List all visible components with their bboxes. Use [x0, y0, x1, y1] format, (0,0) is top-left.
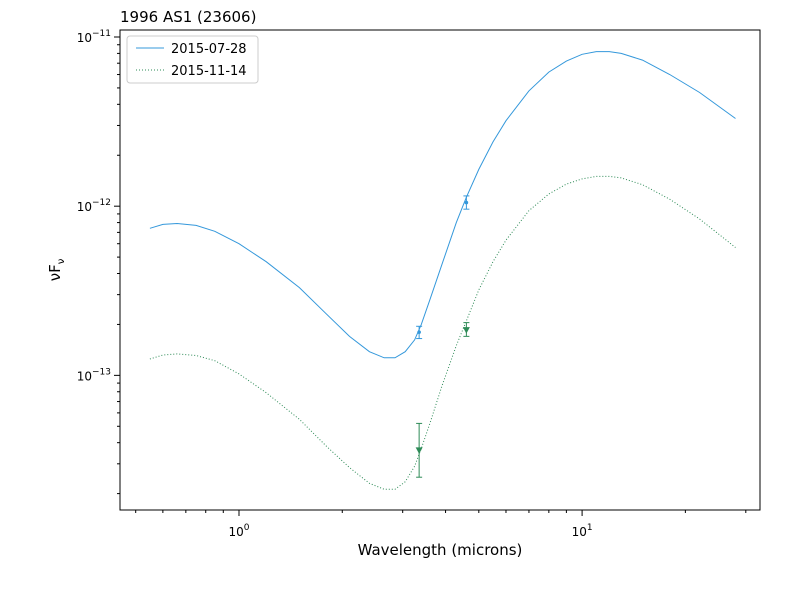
- series-layer: [149, 51, 736, 490]
- series-line-0: [149, 51, 736, 359]
- series-line-1: [149, 175, 736, 490]
- y-axis: 10−13 10−12 10−11: [77, 29, 120, 495]
- x-axis-label: Wavelength (microns): [358, 541, 523, 559]
- legend-label-1: 2015-11-14: [171, 64, 247, 79]
- y-tick-label-2: 10−11: [77, 29, 111, 45]
- y-tick-label-1: 10−12: [77, 198, 111, 214]
- chart-title: 1996 AS1 (23606): [120, 8, 256, 26]
- y-axis-label-sub: ν: [56, 258, 67, 264]
- data-point-0-0: [417, 330, 421, 334]
- x-tick-label-1: 101: [572, 523, 593, 539]
- data-point-0-1: [464, 200, 469, 205]
- x-tick-label-0: 100: [228, 523, 249, 539]
- markers-layer: [415, 195, 470, 478]
- plot-frame: [119, 29, 761, 511]
- y-axis-label: νFν: [46, 258, 67, 281]
- legend-label-0: 2015-07-28: [171, 42, 247, 57]
- data-point-1-0: [415, 447, 423, 454]
- legend: 2015-07-28 2015-11-14: [126, 35, 259, 84]
- y-axis-label-base: νF: [46, 264, 64, 281]
- x-axis: 100 101: [135, 510, 747, 539]
- data-point-1-1: [462, 327, 470, 334]
- y-tick-label-0: 10−13: [77, 367, 111, 383]
